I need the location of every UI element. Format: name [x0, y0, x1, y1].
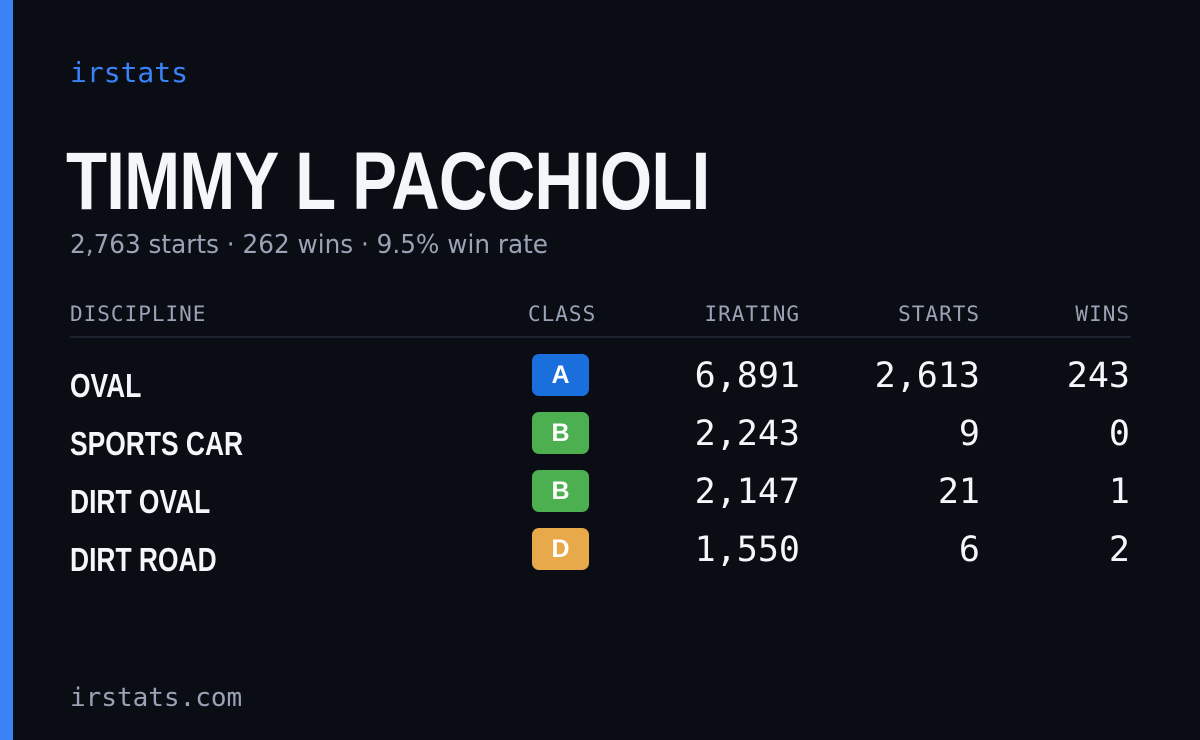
- discipline-label: SPORTS CAR: [70, 425, 244, 462]
- accent-bar: [0, 0, 13, 740]
- footer-url: irstats.com: [70, 683, 243, 713]
- wins-value: 2: [1108, 530, 1130, 570]
- wins-value: 0: [1108, 414, 1130, 454]
- wins-value: 243: [1066, 356, 1130, 396]
- table-row: OVAL A 6,891 2,613 243: [70, 354, 1131, 412]
- starts-value: 6: [958, 530, 980, 570]
- irating-value: 2,243: [694, 414, 800, 454]
- header-class: CLASS: [528, 302, 597, 326]
- stats-table: DISCIPLINE CLASS IRATING STARTS WINS OVA…: [70, 298, 1131, 586]
- class-badge: B: [532, 412, 589, 454]
- header-wins: WINS: [1075, 302, 1130, 326]
- starts-value: 9: [958, 414, 980, 454]
- header-irating: IRATING: [704, 302, 800, 326]
- class-badge: B: [532, 470, 589, 512]
- table-header: DISCIPLINE CLASS IRATING STARTS WINS: [70, 298, 1131, 338]
- driver-summary: 2,763 starts · 262 wins · 9.5% win rate: [70, 230, 548, 260]
- table-row: DIRT OVAL B 2,147 21 1: [70, 470, 1131, 528]
- driver-name: TIMMY L PACCHIOLI: [66, 136, 710, 227]
- brand-logo: irstats: [70, 56, 189, 89]
- wins-value: 1: [1108, 472, 1130, 512]
- starts-value: 21: [937, 472, 980, 512]
- irating-value: 1,550: [694, 530, 800, 570]
- class-badge: D: [532, 528, 589, 570]
- starts-value: 2,613: [874, 356, 980, 396]
- discipline-label: DIRT OVAL: [70, 483, 211, 520]
- irating-value: 2,147: [694, 472, 800, 512]
- table-row: DIRT ROAD D 1,550 6 2: [70, 528, 1131, 586]
- table-row: SPORTS CAR B 2,243 9 0: [70, 412, 1131, 470]
- header-starts: STARTS: [898, 302, 980, 326]
- header-discipline: DISCIPLINE: [70, 302, 207, 326]
- discipline-label: OVAL: [70, 367, 142, 404]
- irating-value: 6,891: [694, 356, 800, 396]
- class-badge: A: [532, 354, 589, 396]
- discipline-label: DIRT ROAD: [70, 541, 217, 578]
